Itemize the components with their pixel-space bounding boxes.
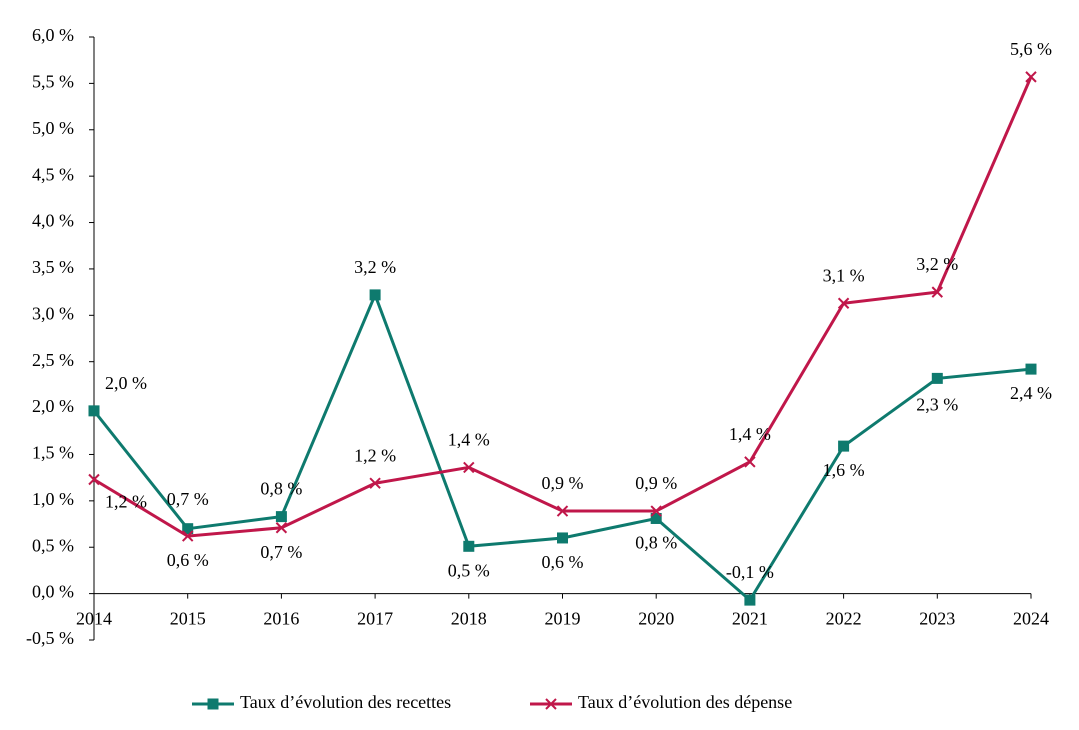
marker [556,505,569,517]
y-tick-label: 3,5 % [32,257,74,277]
y-tick-label: 5,0 % [32,118,74,138]
marker [650,505,662,517]
marker [275,511,287,523]
marker [1025,363,1037,375]
data-label: 3,2 % [916,254,958,274]
data-label: 0,6 % [167,550,209,570]
y-tick-label: 6,0 % [32,25,74,45]
x-tick-label: 2016 [263,609,299,629]
marker [182,523,194,535]
data-label: 2,4 % [1010,383,1052,403]
y-tick-label: 4,5 % [32,164,74,184]
x-tick-label: 2018 [451,609,487,629]
data-label: 0,8 % [635,533,677,553]
y-tick-label: 1,5 % [32,443,74,463]
data-label: 1,2 % [354,445,396,465]
marker [744,594,756,606]
data-label: 0,9 % [635,473,677,493]
y-tick-label: 5,5 % [32,72,74,92]
marker [837,297,850,309]
marker [838,440,850,452]
y-tick-label: 3,0 % [32,303,74,323]
y-tick-label: 1,0 % [32,489,74,509]
y-tick-label: -0,5 % [26,628,74,648]
y-tick-label: 0,0 % [32,582,74,602]
x-tick-label: 2014 [76,609,112,629]
data-label: 1,6 % [823,460,865,480]
marker [275,522,288,534]
marker [369,477,381,489]
x-tick-label: 2021 [732,609,768,629]
data-label: 0,9 % [542,473,584,493]
legend-label: Taux d’évolution des recettes [240,692,451,712]
x-tick-label: 2015 [170,609,206,629]
x-tick-label: 2023 [919,609,955,629]
legend-marker [207,698,219,710]
marker [181,530,194,542]
data-label: -0,1 % [726,562,774,582]
data-label: 0,8 % [260,479,302,499]
data-label: 2,0 % [105,373,147,393]
data-label: 3,1 % [823,265,865,285]
y-tick-label: 0,5 % [32,535,74,555]
x-tick-label: 2024 [1013,609,1049,629]
marker [1025,71,1037,83]
marker [931,286,944,298]
data-label: 0,5 % [448,560,490,580]
data-label: 1,2 % [105,492,147,512]
marker [650,512,662,524]
legend-label: Taux d’évolution des dépense [578,692,792,712]
x-tick-label: 2020 [638,609,674,629]
data-label: 1,4 % [448,430,490,450]
data-label: 0,6 % [542,552,584,572]
marker [88,473,100,486]
x-tick-label: 2022 [826,609,862,629]
data-label: 5,6 % [1010,39,1052,59]
marker [88,405,100,417]
x-tick-label: 2017 [357,609,393,629]
marker [463,540,475,552]
data-label: 0,7 % [260,542,302,562]
marker [369,289,381,301]
y-tick-label: 4,0 % [32,211,74,231]
marker [463,461,475,474]
series-line [93,76,1033,538]
legend-marker [545,698,557,710]
y-tick-label: 2,0 % [32,396,74,416]
data-label: 3,2 % [354,257,396,277]
marker [557,532,568,544]
data-label: 1,4 % [729,424,771,444]
data-label: 2,3 % [916,395,958,415]
data-label: 0,7 % [167,489,209,509]
marker [744,456,756,468]
x-tick-label: 2019 [545,609,581,629]
y-tick-label: 2,5 % [32,350,74,370]
marker [931,372,943,384]
